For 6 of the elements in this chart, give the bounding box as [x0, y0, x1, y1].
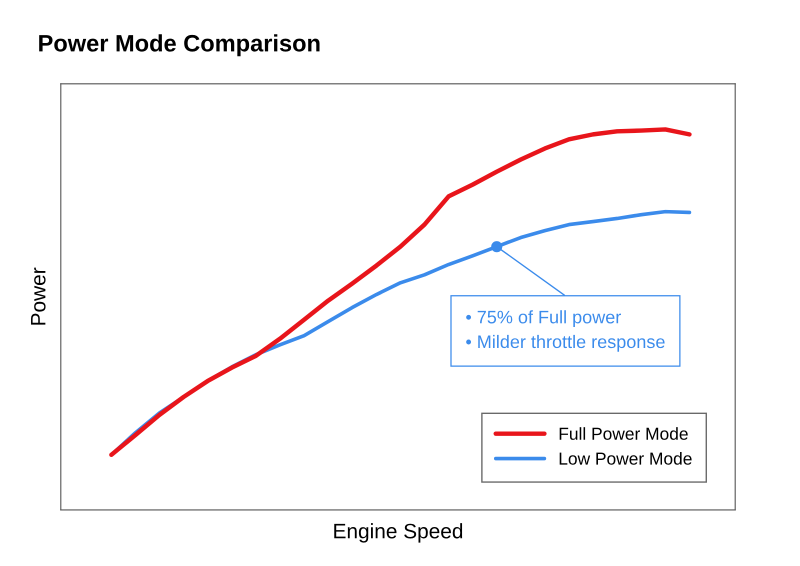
legend-label: Full Power Mode: [560, 427, 688, 440]
legend-label: Low Power Mode: [560, 452, 692, 465]
x-axis-title: Engine Speed: [334, 523, 462, 543]
y-axis-title: Power: [31, 268, 46, 325]
chart-title: Power Mode Comparison: [39, 34, 320, 56]
annotation: • 75% of Full power • Milder throttle response: [466, 310, 665, 352]
